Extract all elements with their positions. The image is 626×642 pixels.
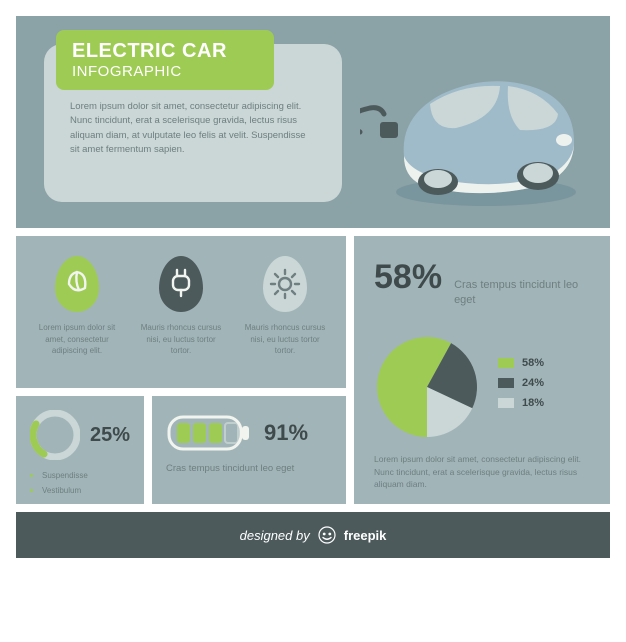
gauge-pct: 25% xyxy=(90,424,130,447)
title-line1: ELECTRIC CAR xyxy=(72,40,258,63)
icon-text: Mauris rhoncus cursus nisi, eu luctus to… xyxy=(136,322,226,357)
legend-label: 18% xyxy=(522,397,544,409)
legend-label: 58% xyxy=(522,357,544,369)
icon-column: Lorem ipsum dolor sit amet, consectetur … xyxy=(32,256,122,376)
gauge-list-item: Vestibulum xyxy=(42,483,130,498)
title-body: Lorem ipsum dolor sit amet, consectetur … xyxy=(70,100,316,157)
battery-pct: 91% xyxy=(264,420,308,446)
gauge-list-item: Suspendisse xyxy=(42,468,130,483)
pie-legend: 58% 24% 18% xyxy=(498,357,544,409)
icon-column: Mauris rhoncus cursus nisi, eu luctus to… xyxy=(240,256,330,376)
sun-icon xyxy=(263,256,307,312)
pie-headline-text: Cras tempus tincidunt leo eget xyxy=(454,278,590,309)
plug-icon xyxy=(159,256,203,312)
icons-card: Lorem ipsum dolor sit amet, consectetur … xyxy=(16,236,346,388)
icon-text: Lorem ipsum dolor sit amet, consectetur … xyxy=(32,322,122,357)
gauge-card: 25% SuspendisseVestibulum xyxy=(16,396,144,504)
legend-item: 58% xyxy=(498,357,544,369)
pie-headline-pct: 58% xyxy=(374,258,442,297)
pie-desc: Lorem ipsum dolor sit amet, consectetur … xyxy=(374,453,590,491)
footer-prefix: designed by xyxy=(240,528,310,543)
footer-brand: freepik xyxy=(344,528,387,543)
infographic-canvas: ELECTRIC CAR INFOGRAPHIC Lorem ipsum dol… xyxy=(16,16,610,610)
icon-text: Mauris rhoncus cursus nisi, eu luctus to… xyxy=(240,322,330,357)
car-illustration xyxy=(360,46,590,206)
leaf-icon xyxy=(55,256,99,312)
legend-label: 24% xyxy=(522,377,544,389)
title-card: ELECTRIC CAR INFOGRAPHIC Lorem ipsum dol… xyxy=(44,44,342,202)
battery-card: 91% Cras tempus tincidunt leo eget xyxy=(152,396,346,504)
hero-panel: ELECTRIC CAR INFOGRAPHIC Lorem ipsum dol… xyxy=(16,16,610,228)
title-line2: INFOGRAPHIC xyxy=(72,63,258,80)
legend-item: 18% xyxy=(498,397,544,409)
legend-swatch xyxy=(498,378,514,388)
legend-swatch xyxy=(498,358,514,368)
footer: designed by freepik xyxy=(16,512,610,558)
gauge-list: SuspendisseVestibulum xyxy=(30,468,130,498)
pie-card: 58% Cras tempus tincidunt leo eget 58% 24… xyxy=(354,236,610,504)
legend-item: 24% xyxy=(498,377,544,389)
icon-column: Mauris rhoncus cursus nisi, eu luctus to… xyxy=(136,256,226,376)
battery-text: Cras tempus tincidunt leo eget xyxy=(166,462,332,475)
battery-icon xyxy=(166,412,252,454)
gauge-ring xyxy=(30,410,80,460)
pie-chart xyxy=(374,327,480,439)
legend-swatch xyxy=(498,398,514,408)
title-badge: ELECTRIC CAR INFOGRAPHIC xyxy=(56,30,274,90)
freepik-logo-icon xyxy=(318,526,336,544)
